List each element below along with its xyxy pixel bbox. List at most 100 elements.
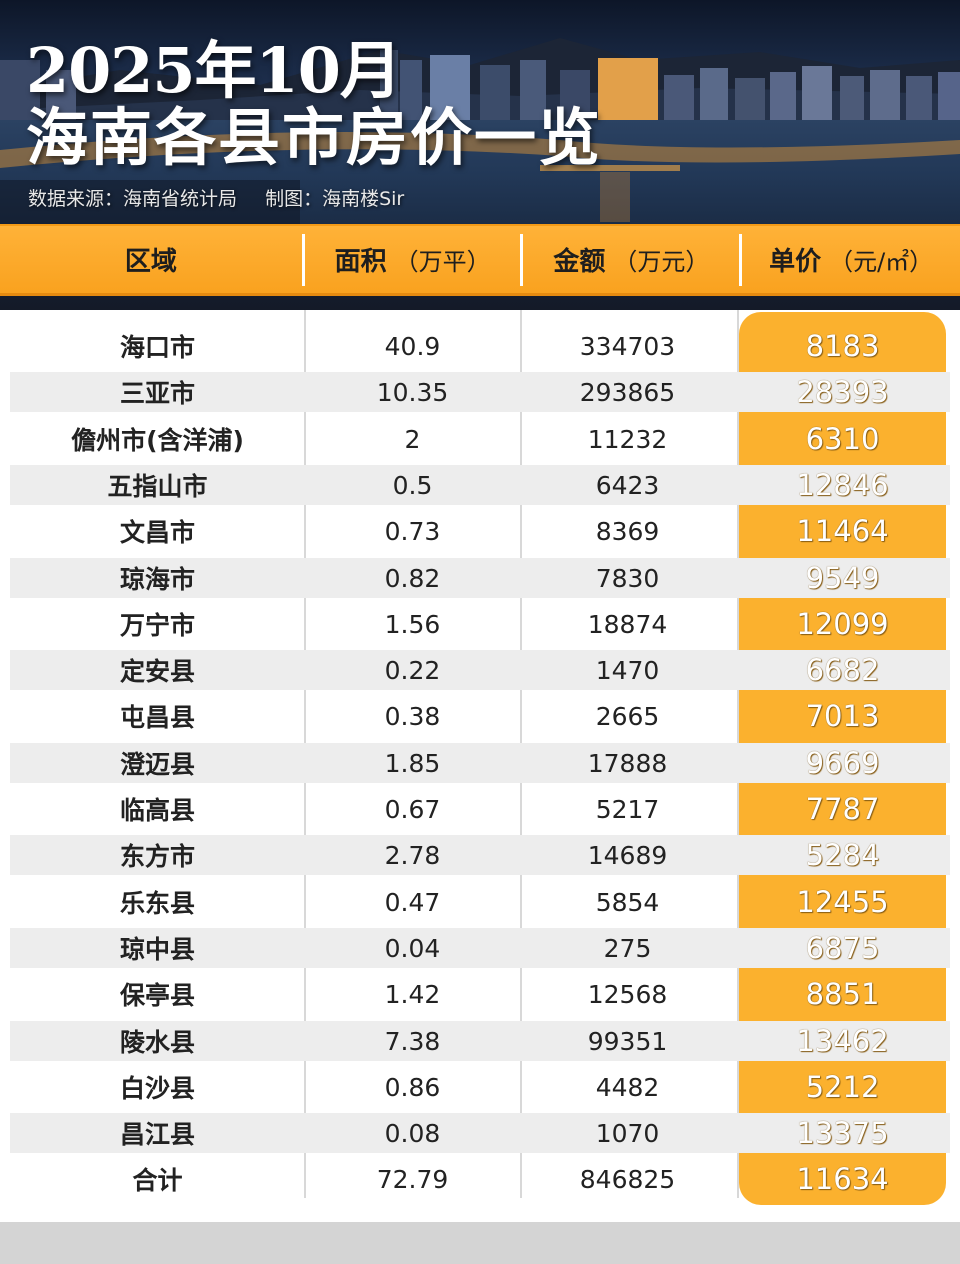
area-cell: 72.79	[376, 1164, 449, 1194]
amount-cell: 1470	[595, 655, 660, 685]
area-cell: 10.35	[376, 377, 449, 407]
price-cell: 7787	[805, 792, 880, 826]
amount-cell: 17888	[587, 748, 668, 778]
amount-cell: 7830	[595, 563, 660, 593]
header-price: 单价 （元/㎡）	[742, 234, 960, 286]
price-cell: 7013	[805, 699, 880, 733]
area-cell: 0.73	[384, 516, 441, 546]
table-row: 东方市 2.78 14689 5284	[10, 835, 950, 875]
table-row: 乐东县 0.47 5854 12455	[10, 882, 950, 922]
area-cell: 40.9	[384, 331, 441, 361]
amount-cell: 846825	[579, 1164, 676, 1194]
table-row: 白沙县 0.86 4482 5212	[10, 1067, 950, 1107]
area-cell: 0.47	[384, 887, 441, 917]
table-row: 定安县 0.22 1470 6682	[10, 650, 950, 690]
table-row: 万宁市 1.56 18874 12099	[10, 604, 950, 644]
amount-cell: 99351	[587, 1026, 668, 1056]
header-area: 面积 （万平）	[305, 234, 521, 286]
amount-cell: 5854	[595, 887, 660, 917]
region-cell: 合计	[132, 1166, 183, 1195]
amount-cell: 5217	[595, 794, 660, 824]
region-cell: 琼中县	[119, 935, 195, 964]
area-cell: 0.08	[384, 1118, 441, 1148]
price-cell: 12099	[796, 607, 889, 641]
table-row: 五指山市 0.5 6423 12846	[10, 465, 950, 505]
city-lights-graphic	[0, 50, 960, 130]
waterfront-lights-graphic	[0, 132, 960, 230]
area-cell: 0.38	[384, 701, 441, 731]
amount-cell: 11232	[587, 424, 668, 454]
region-cell: 儋州市(含洋浦)	[71, 426, 244, 455]
header-divider	[301, 233, 305, 286]
amount-cell: 14689	[587, 840, 668, 870]
area-cell: 0.67	[384, 794, 441, 824]
header-amount-unit: （万元）	[613, 248, 710, 276]
region-cell: 海口市	[119, 333, 195, 362]
table-row: 屯昌县 0.38 2665 7013	[10, 696, 950, 736]
amount-cell: 334703	[579, 331, 676, 361]
area-cell: 2	[404, 424, 421, 454]
amount-cell: 4482	[595, 1072, 660, 1102]
area-cell: 1.42	[384, 979, 441, 1009]
price-cell: 6310	[805, 422, 880, 456]
price-cell: 6682	[805, 653, 880, 687]
price-cell: 28393	[796, 375, 889, 409]
table-row: 文昌市 0.73 8369 11464	[10, 511, 950, 551]
region-cell: 万宁市	[119, 611, 195, 640]
region-cell: 屯昌县	[119, 703, 195, 732]
table-row: 昌江县 0.08 1070 13375	[10, 1113, 950, 1153]
price-cell: 9669	[805, 746, 880, 780]
price-cell: 12846	[796, 468, 889, 502]
region-cell: 五指山市	[107, 472, 208, 501]
header-region-label: 区域	[124, 247, 177, 277]
bottom-strip	[0, 1222, 960, 1264]
price-cell: 11464	[796, 514, 889, 548]
region-cell: 澄迈县	[119, 750, 195, 779]
price-cell: 8851	[805, 977, 880, 1011]
price-cell: 9549	[805, 561, 880, 595]
region-cell: 白沙县	[119, 1074, 195, 1103]
price-cell: 12455	[796, 885, 889, 919]
amount-cell: 275	[603, 933, 652, 963]
amount-cell: 293865	[579, 377, 676, 407]
amount-cell: 8369	[595, 516, 660, 546]
header-amount: 金额 （万元）	[523, 234, 739, 286]
price-cell: 13462	[796, 1024, 889, 1058]
price-cell: 13375	[796, 1116, 889, 1150]
region-cell: 东方市	[119, 842, 195, 871]
region-cell: 文昌市	[119, 518, 195, 547]
region-cell: 定安县	[119, 657, 195, 686]
header-amount-label: 金额	[553, 247, 606, 277]
table-row: 琼海市 0.82 7830 9549	[10, 558, 950, 598]
header-area-unit: （万平）	[394, 248, 491, 276]
header-region: 区域	[0, 234, 302, 286]
table-row: 陵水县 7.38 99351 13462	[10, 1021, 950, 1061]
table-row: 澄迈县 1.85 17888 9669	[10, 743, 950, 783]
region-cell: 琼海市	[119, 565, 195, 594]
amount-cell: 1070	[595, 1118, 660, 1148]
region-cell: 乐东县	[119, 889, 195, 918]
price-cell: 6875	[805, 931, 880, 965]
table-row: 合计 72.79 846825 11634	[10, 1159, 950, 1199]
area-cell: 0.04	[384, 933, 441, 963]
header-price-label: 单价	[769, 247, 822, 277]
price-cell: 5284	[805, 838, 880, 872]
table-row: 临高县 0.67 5217 7787	[10, 789, 950, 829]
table-row: 三亚市 10.35 293865 28393	[10, 372, 950, 412]
title-main: 海南各县市房价一览	[26, 100, 603, 174]
header-area-label: 面积	[334, 247, 387, 277]
amount-cell: 18874	[587, 609, 668, 639]
table-row: 琼中县 0.04 275 6875	[10, 928, 950, 968]
area-cell: 1.85	[384, 748, 441, 778]
region-cell: 临高县	[119, 796, 195, 825]
area-cell: 0.86	[384, 1072, 441, 1102]
page-title: 2025年10月 海南各县市房价一览	[26, 37, 603, 174]
header-price-unit: （元/㎡）	[829, 248, 934, 276]
area-cell: 1.56	[384, 609, 441, 639]
price-cell: 5212	[805, 1070, 880, 1104]
amount-cell: 2665	[595, 701, 660, 731]
table-row: 儋州市(含洋浦) 2 11232 6310	[10, 419, 950, 459]
table-row: 保亭县 1.42 12568 8851	[10, 974, 950, 1014]
author-credit-text: 制图：海南楼Sir	[265, 188, 405, 210]
header-divider	[520, 233, 524, 286]
